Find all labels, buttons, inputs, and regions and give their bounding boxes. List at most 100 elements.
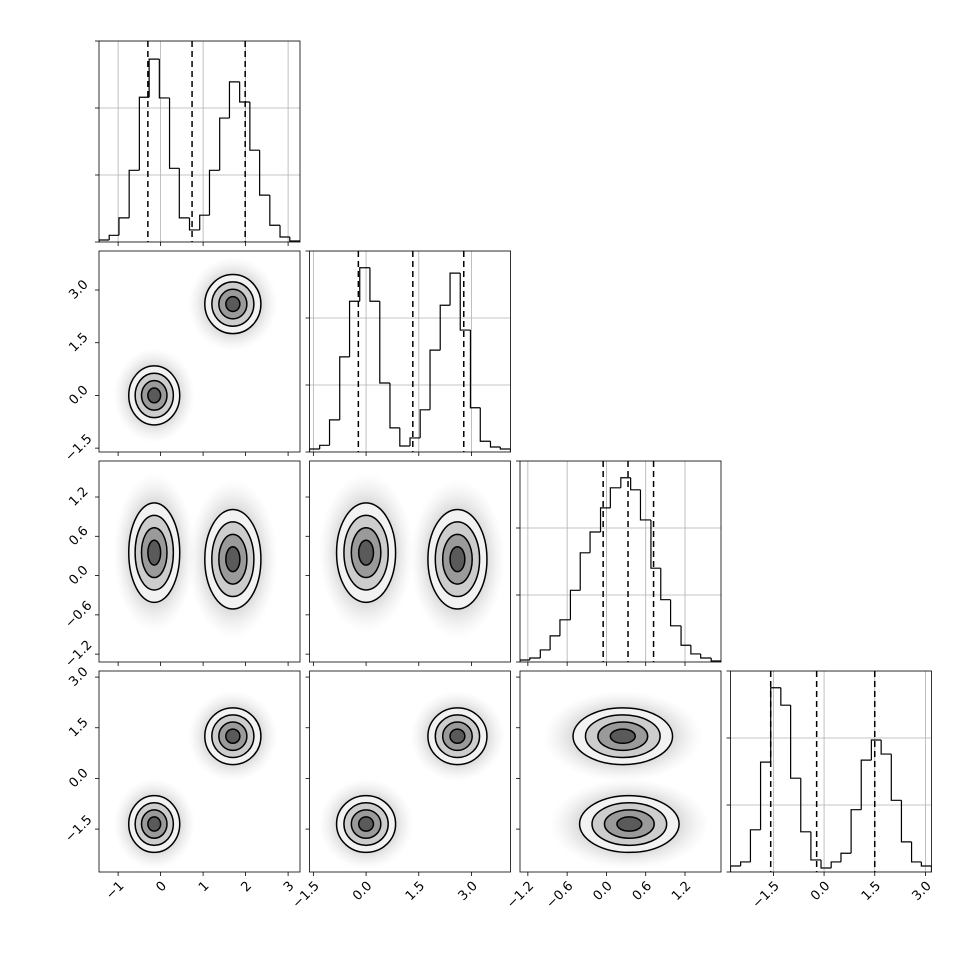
histogram-bin <box>800 778 811 833</box>
panel-frame <box>309 250 511 453</box>
histogram-bin <box>749 829 761 862</box>
x-tick-label: 0.0 <box>590 879 615 904</box>
histogram-bin <box>740 861 751 866</box>
histogram-bin <box>579 552 591 591</box>
panel-frame <box>98 250 301 453</box>
contour <box>147 387 162 404</box>
histogram-bin <box>128 169 140 218</box>
histogram-bin <box>700 653 712 659</box>
contour <box>609 728 636 745</box>
histogram-bin <box>609 487 621 508</box>
histogram-bin <box>850 809 862 854</box>
histogram-panel <box>99 41 300 242</box>
histogram-bin <box>469 330 481 409</box>
histogram-bin <box>820 859 832 869</box>
y-tick-label: 3.0 <box>66 277 91 302</box>
x-tick-label: 0.0 <box>350 879 375 904</box>
panel-frame <box>98 40 301 243</box>
panel-frame <box>519 460 722 663</box>
y-tick-label: 0.0 <box>66 766 91 791</box>
histogram-bin <box>429 349 441 410</box>
y-tick-label: −0.6 <box>63 598 96 631</box>
histogram-bin <box>529 657 541 660</box>
contour <box>616 816 643 832</box>
histogram-bin <box>650 519 661 569</box>
contour <box>449 728 466 745</box>
histogram-bin <box>188 217 200 231</box>
x-tick-label: −0.6 <box>544 879 577 912</box>
histogram-bin <box>660 568 671 601</box>
histogram-bin <box>259 150 270 196</box>
histogram-bin <box>178 168 190 219</box>
histogram-bin <box>870 739 882 761</box>
histogram-bin <box>900 800 912 843</box>
histogram-bin <box>289 236 300 242</box>
histogram-bin <box>459 273 471 331</box>
y-tick-label: 1.5 <box>66 330 91 355</box>
x-tick-label: 0.0 <box>808 879 833 904</box>
histogram-bin <box>489 441 501 448</box>
x-tick-label: 1 <box>196 879 212 895</box>
histogram-bin <box>208 169 220 216</box>
x-tick-label: 0 <box>153 879 169 895</box>
histogram-bin <box>199 214 210 230</box>
histogram-bin <box>158 59 170 99</box>
x-tick-label: 1.2 <box>669 879 694 904</box>
panel-frame <box>519 670 722 873</box>
y-tick-label: 1.5 <box>66 715 91 740</box>
panel-frame <box>98 670 301 873</box>
scatter-panel <box>113 473 278 639</box>
y-tick-label: 1.2 <box>66 484 91 509</box>
histogram-bin <box>409 437 421 446</box>
histogram-bin <box>890 754 902 801</box>
panel-frame <box>98 460 301 663</box>
histogram-bin <box>780 687 791 706</box>
histogram-bin <box>730 865 741 872</box>
x-tick-label: 2 <box>238 879 254 895</box>
y-tick-label: −1.5 <box>63 432 96 465</box>
histogram-bin <box>620 477 631 488</box>
histogram-bin <box>389 382 400 429</box>
histogram-bin <box>630 477 641 491</box>
histogram-panel <box>730 671 932 872</box>
histogram-bin <box>168 97 180 169</box>
histogram-bin <box>348 300 360 357</box>
histogram-bin <box>118 217 130 236</box>
histogram-bin <box>369 267 380 302</box>
scatter-panel <box>113 256 278 443</box>
histogram-bin <box>790 705 801 779</box>
contour <box>147 816 162 832</box>
contour <box>449 546 466 573</box>
x-tick-label: −1.2 <box>504 879 537 912</box>
histogram-bin <box>99 239 110 242</box>
histogram-bin <box>449 272 461 306</box>
scatter-panel <box>318 473 505 639</box>
histogram-bin <box>319 444 330 449</box>
x-tick-label: 0.6 <box>630 879 655 904</box>
scatter-panel <box>113 690 278 870</box>
histogram-panel <box>520 461 721 662</box>
x-tick-label: −1.5 <box>290 879 323 912</box>
contour <box>147 539 162 566</box>
histogram-bin <box>599 507 611 533</box>
histogram-bin <box>669 599 682 627</box>
panel-frame <box>730 670 932 873</box>
x-tick-label: 3.0 <box>456 879 481 904</box>
histogram-bin <box>328 419 340 446</box>
histogram-bin <box>710 657 721 662</box>
y-tick-label: 0.6 <box>66 524 91 549</box>
histogram-bin <box>880 740 892 755</box>
y-tick-label: −1.5 <box>63 813 96 846</box>
x-tick-label: 1.5 <box>403 879 428 904</box>
histogram-bin <box>639 489 651 521</box>
histogram-bin <box>359 267 370 302</box>
histogram-bin <box>539 649 551 658</box>
histogram-bin <box>860 759 872 810</box>
histogram-bin <box>239 81 250 103</box>
histogram-bin <box>810 831 822 861</box>
histogram-bin <box>559 619 571 636</box>
x-tick-label: 1.5 <box>859 879 884 904</box>
scatter-panel <box>318 690 505 870</box>
histogram-bin <box>379 301 390 384</box>
